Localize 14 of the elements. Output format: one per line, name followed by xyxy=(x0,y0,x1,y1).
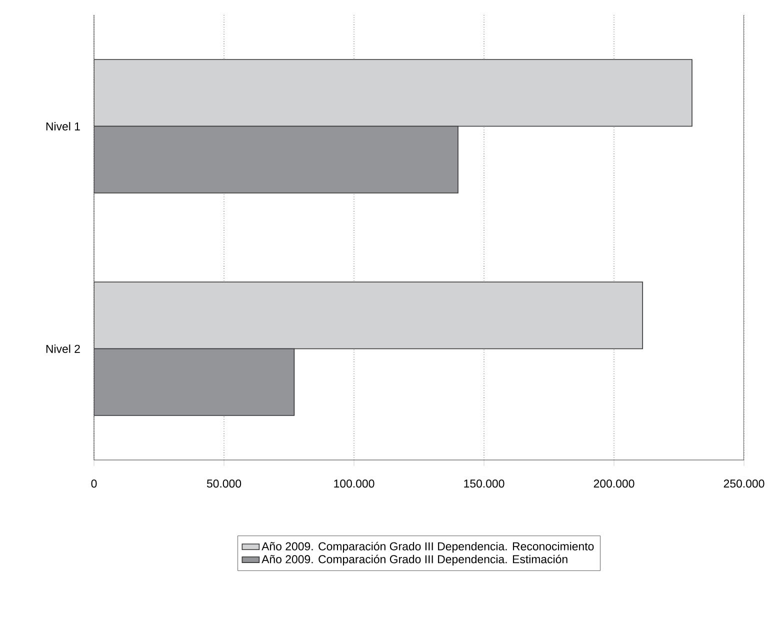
x-tick-label: 250.000 xyxy=(724,480,764,488)
y-tick-label: Nivel 2 xyxy=(46,344,80,353)
x-tick-label: 50.000 xyxy=(206,480,242,488)
x-tick-label: 0 xyxy=(91,480,97,488)
x-tick-label: 100.000 xyxy=(334,480,374,488)
bar xyxy=(94,126,458,194)
legend-label: Año 2009. Comparación Grado III Dependencia. Reconocimiento xyxy=(262,542,594,553)
x-tick-label: 150.000 xyxy=(464,480,504,488)
bar xyxy=(94,348,295,416)
bar xyxy=(94,282,644,350)
legend-label: Año 2009. Comparación Grado III Dependencia. Estimación xyxy=(262,554,568,566)
bar xyxy=(94,59,692,127)
y-tick-label: Nivel 1 xyxy=(46,122,80,130)
x-tick-label: 200.000 xyxy=(594,480,634,488)
